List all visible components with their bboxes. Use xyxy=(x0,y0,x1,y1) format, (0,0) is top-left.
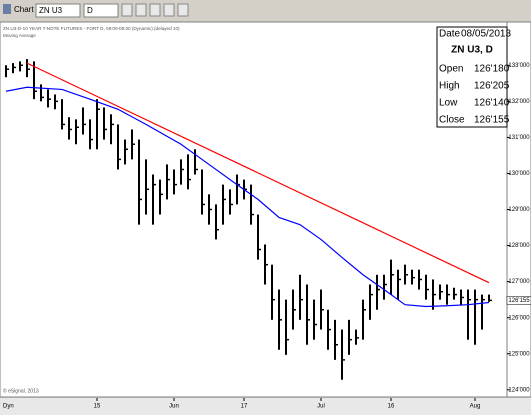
indicator-line xyxy=(26,62,490,284)
chart-icon xyxy=(3,4,11,14)
marks xyxy=(5,59,492,380)
y-tick-label: 128'000 xyxy=(508,243,530,249)
window-title: Chart xyxy=(14,5,34,14)
button[interactable] xyxy=(121,3,133,17)
y-tick-label: 125'000 xyxy=(508,351,530,357)
button[interactable] xyxy=(149,3,161,17)
info-row-label: Open xyxy=(439,64,463,75)
info-row-value: 126'180 xyxy=(474,64,510,75)
info-date: 08/05/2013 xyxy=(461,29,511,40)
x-tick-label: Jun xyxy=(169,404,179,410)
y-tick-label: 126'000 xyxy=(508,315,530,321)
y-tick-label: 130'000 xyxy=(508,171,530,177)
subtitle: ZN U3-D-10 YEAR T-NOTE FUTURES - FORT D,… xyxy=(3,26,180,31)
toolbar-buttons[interactable] xyxy=(121,3,189,17)
y-tick-label: 133'000 xyxy=(508,63,530,69)
info-box-frame xyxy=(436,26,508,128)
x-tick-label: Aug xyxy=(470,404,481,410)
interval-box[interactable] xyxy=(83,3,119,18)
x-tick-label: 15 xyxy=(94,404,101,410)
y-tick-label: 127'000 xyxy=(508,279,530,285)
button[interactable] xyxy=(135,3,147,17)
button[interactable] xyxy=(163,3,175,17)
button[interactable] xyxy=(177,3,189,17)
interval[interactable]: D xyxy=(87,6,93,15)
info-row-value: 126'155 xyxy=(474,115,510,126)
info-symbol: ZN U3, D xyxy=(451,45,493,56)
y-tick-label: 132'000 xyxy=(508,99,530,105)
x-tick-label: 17 xyxy=(241,404,248,410)
last-price-label: 126'155 xyxy=(508,298,530,304)
y-tick-label: 129'000 xyxy=(508,207,530,213)
symbol[interactable]: ZN U3 xyxy=(39,6,63,15)
y-tick-label: 131'000 xyxy=(508,135,530,141)
info-box: Date 08/05/2013 ZN U3, D xyxy=(436,26,511,128)
toolbar xyxy=(0,0,531,21)
indicator-line xyxy=(5,86,490,308)
x-mode[interactable]: Dyn xyxy=(3,404,14,410)
info-row-label: Close xyxy=(439,115,465,126)
info-row-value: 126'140 xyxy=(474,98,510,109)
info-date-label: Date xyxy=(439,29,461,40)
x-tick-label: 16 xyxy=(388,404,395,410)
x-tick-label: Jul xyxy=(317,404,325,410)
copyright: © eSignal, 2013 xyxy=(3,387,39,394)
plot-area xyxy=(0,21,508,398)
info-row-label: Low xyxy=(439,98,458,109)
info-row-label: High xyxy=(439,81,460,92)
last-price-box xyxy=(506,296,531,305)
indicator-label: Moving Average xyxy=(3,33,36,38)
symbol-box[interactable] xyxy=(35,3,81,18)
y-tick-label: 124'000 xyxy=(508,387,530,393)
info-row-value: 126'205 xyxy=(474,81,510,92)
price-axis xyxy=(506,21,531,398)
time-axis xyxy=(0,398,531,415)
